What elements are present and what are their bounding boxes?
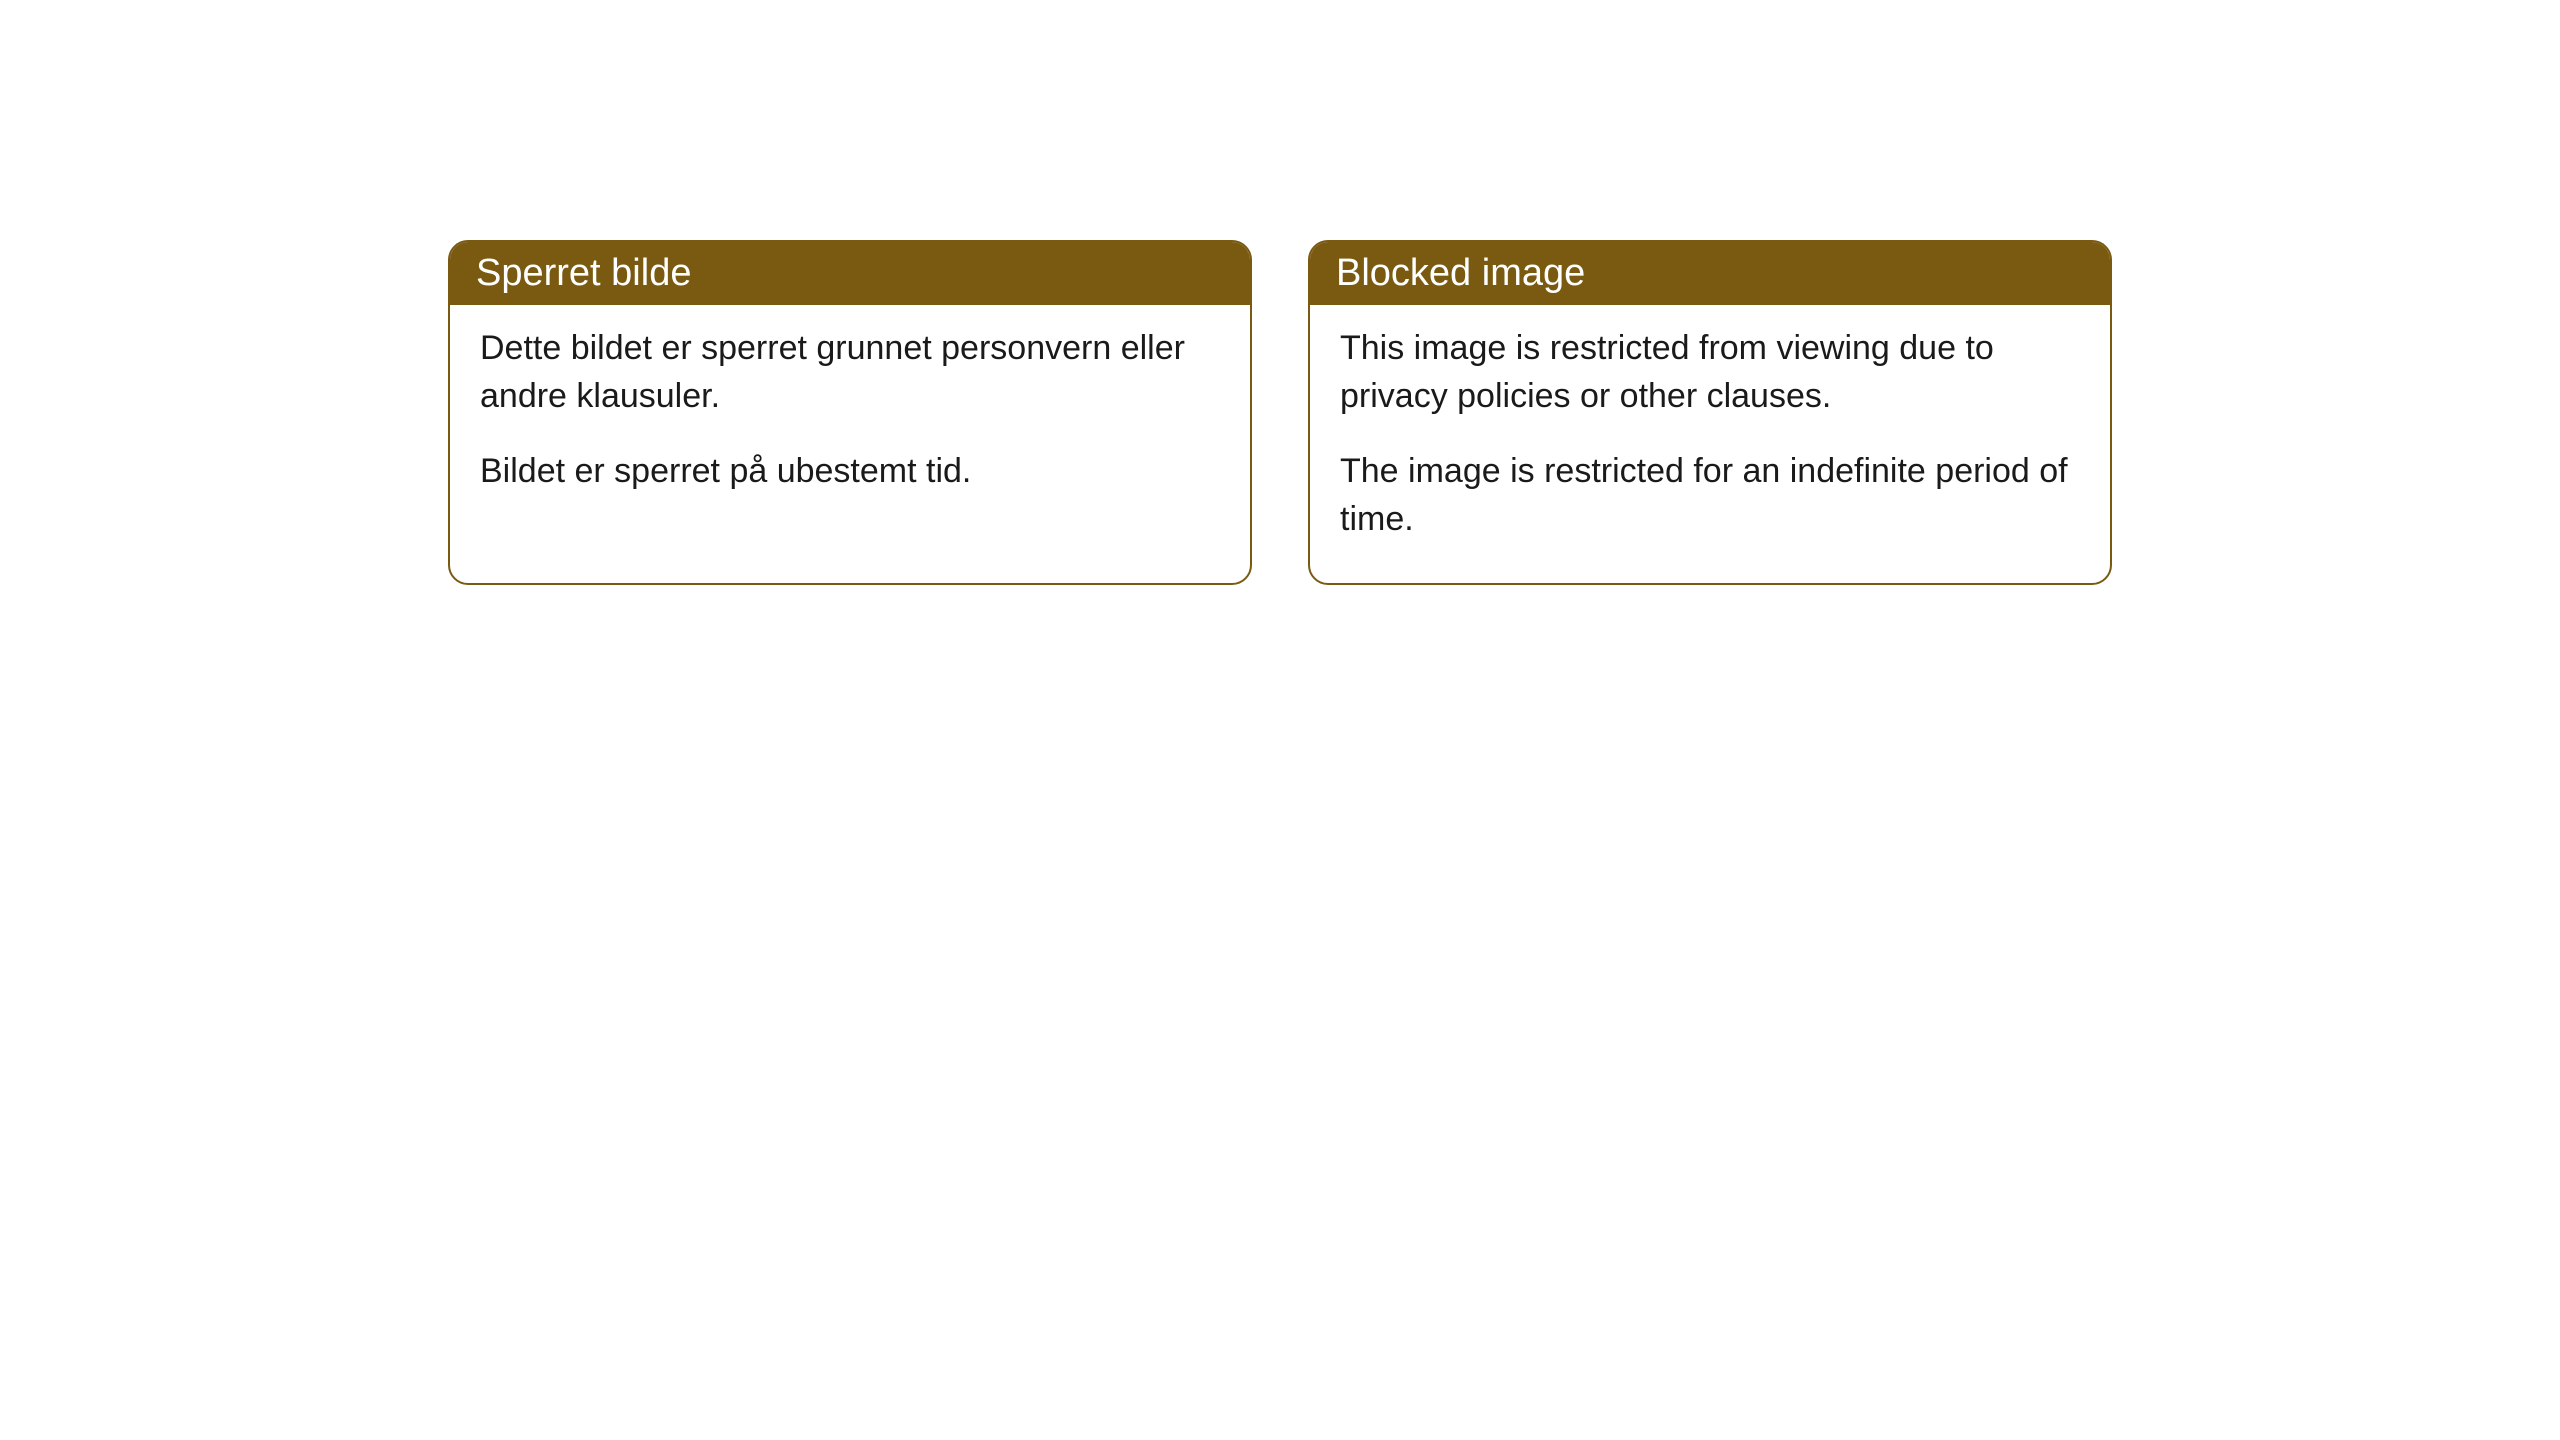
card-body-english: This image is restricted from viewing du… <box>1310 305 2110 583</box>
card-english: Blocked image This image is restricted f… <box>1308 240 2112 585</box>
card-title: Blocked image <box>1336 252 1585 294</box>
card-paragraph-2: The image is restricted for an indefinit… <box>1340 448 2080 543</box>
card-paragraph-1: Dette bildet er sperret grunnet personve… <box>480 325 1220 420</box>
card-title: Sperret bilde <box>476 252 691 294</box>
card-header-english: Blocked image <box>1310 242 2110 305</box>
card-norwegian: Sperret bilde Dette bildet er sperret gr… <box>448 240 1252 585</box>
card-paragraph-2: Bildet er sperret på ubestemt tid. <box>480 448 1220 496</box>
card-body-norwegian: Dette bildet er sperret grunnet personve… <box>450 305 1250 536</box>
cards-container: Sperret bilde Dette bildet er sperret gr… <box>0 0 2560 825</box>
card-header-norwegian: Sperret bilde <box>450 242 1250 305</box>
card-paragraph-1: This image is restricted from viewing du… <box>1340 325 2080 420</box>
